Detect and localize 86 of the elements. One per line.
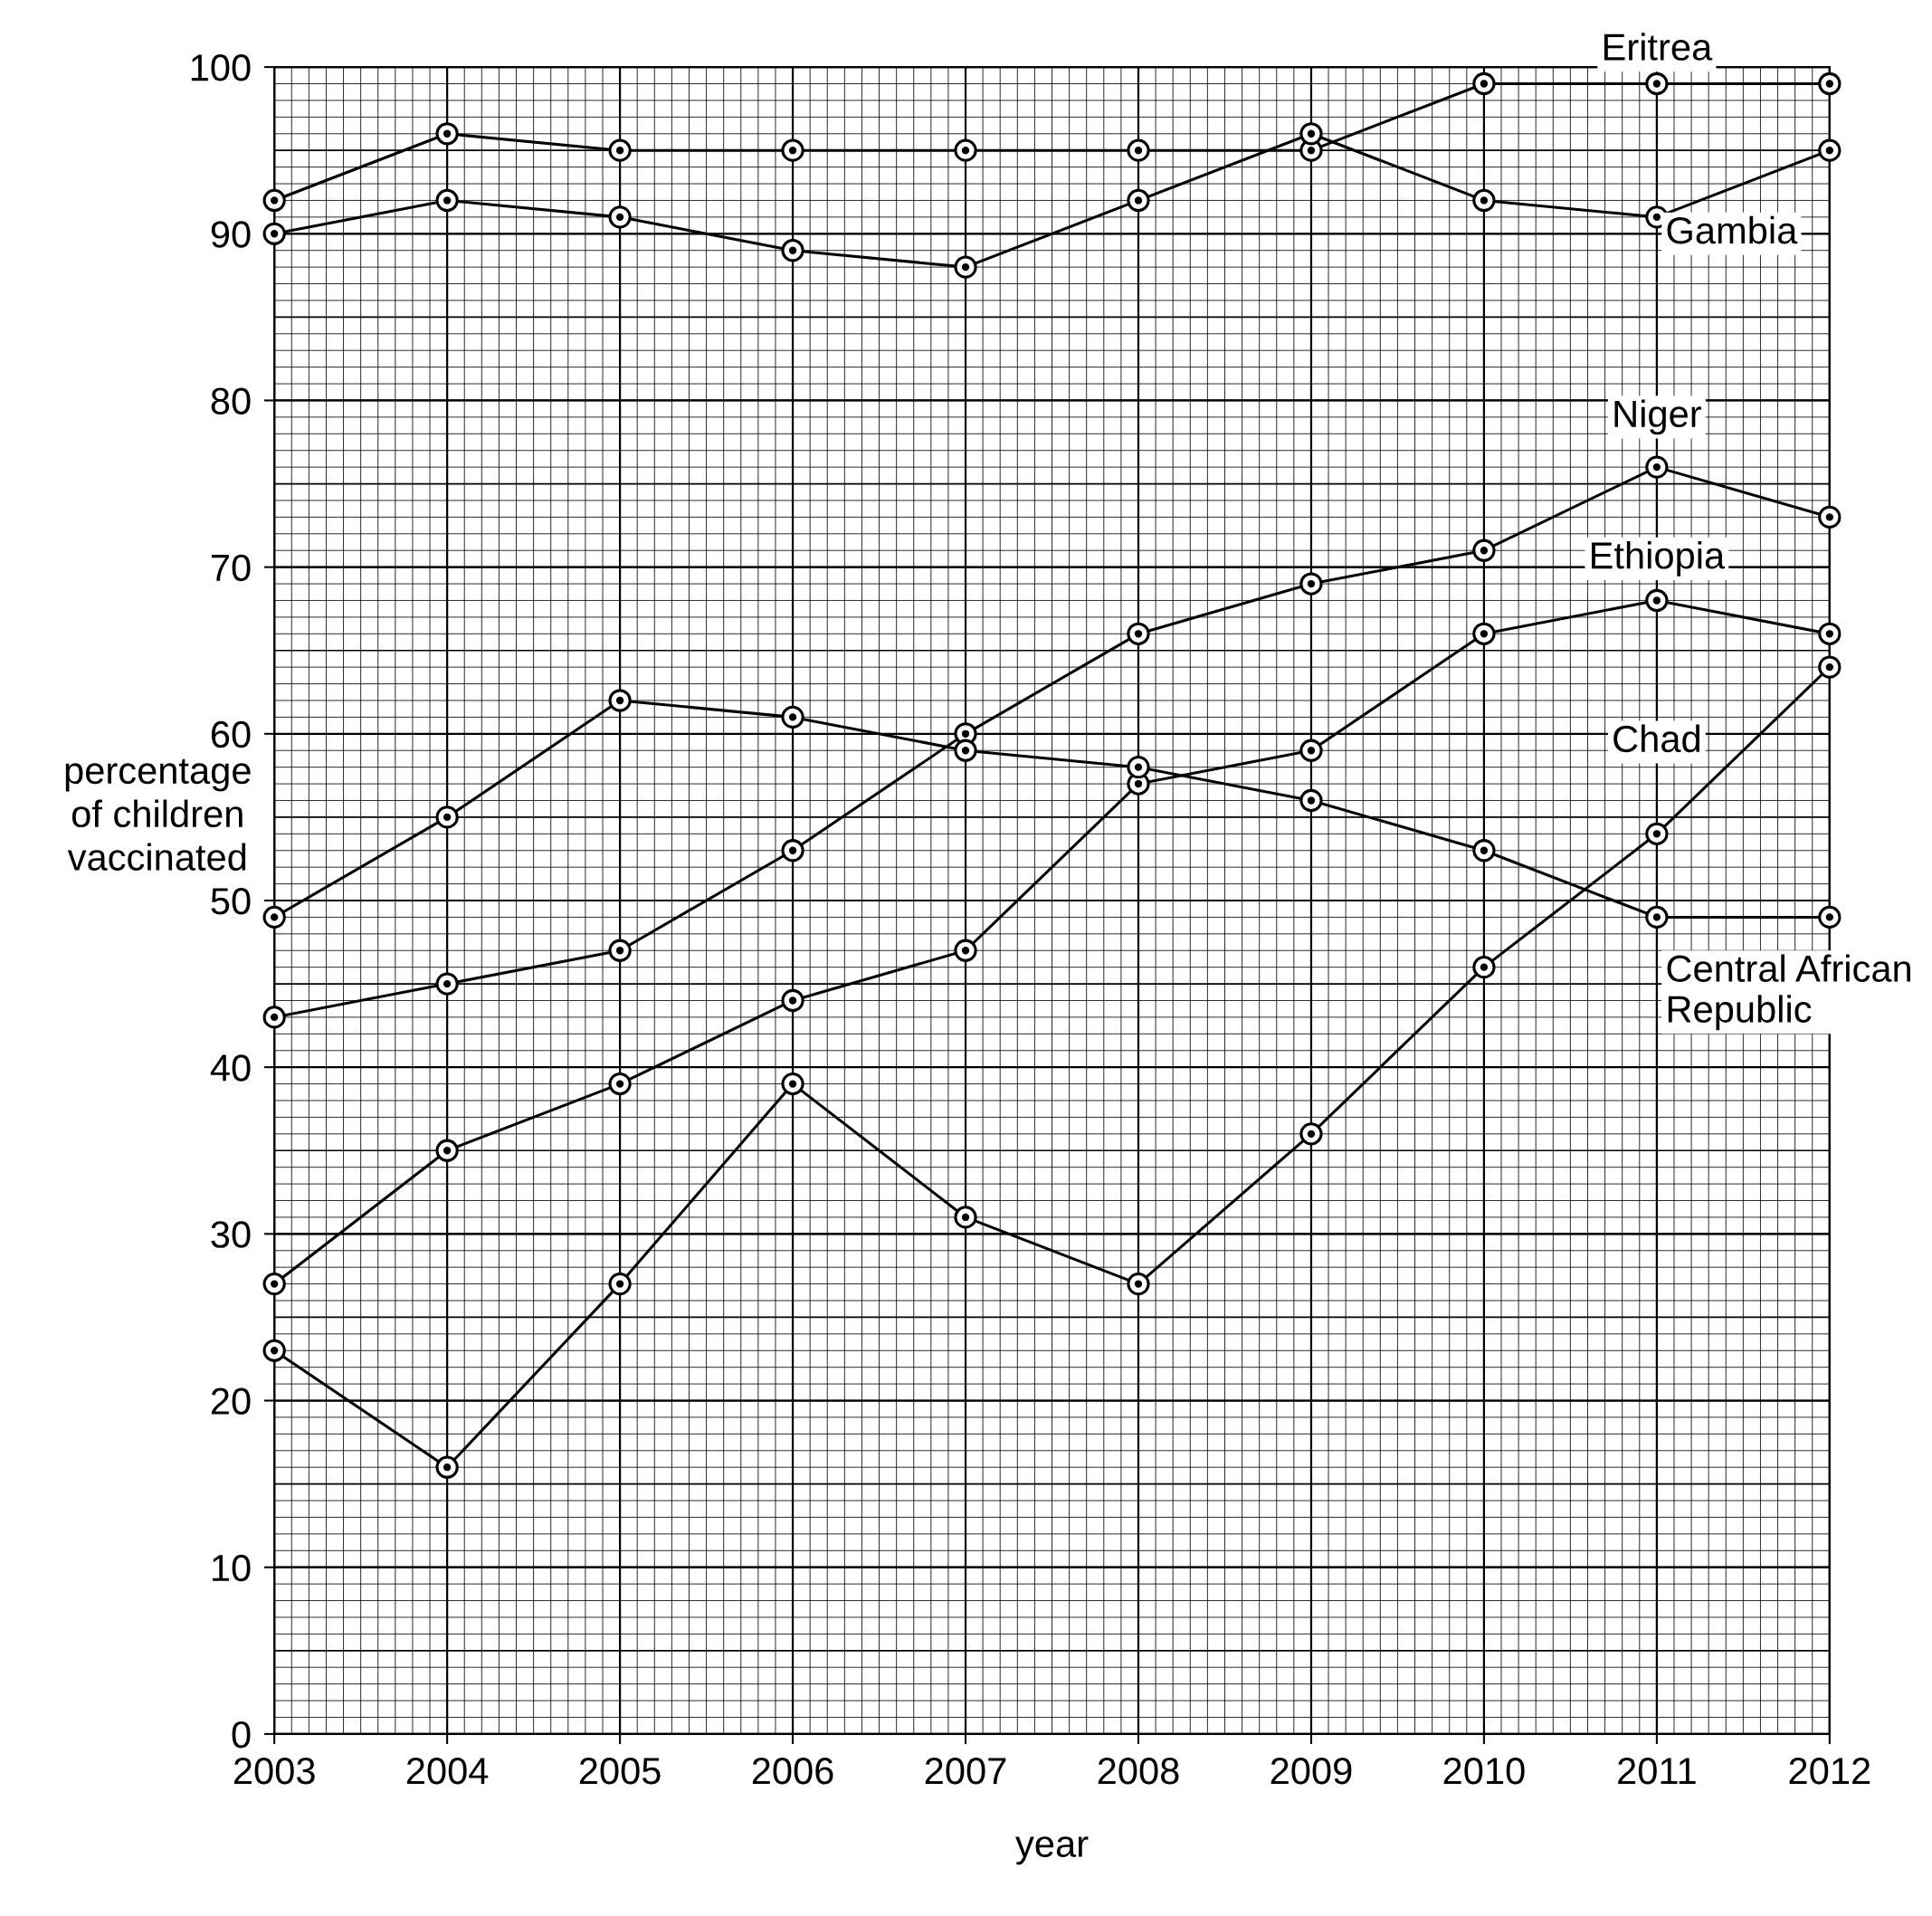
point [954, 1206, 977, 1229]
point [781, 988, 804, 1013]
point [435, 1455, 459, 1479]
point [435, 805, 459, 829]
y-tick-label: 40 [210, 1054, 251, 1082]
x-tick-label: 2009 [1271, 1757, 1352, 1785]
point [608, 939, 632, 962]
x-tick-label: 2012 [1789, 1757, 1870, 1785]
point [1818, 138, 1842, 162]
point [1472, 188, 1496, 213]
series-label: Central African Republic [1667, 954, 1911, 1031]
point [954, 138, 977, 162]
point [262, 905, 286, 929]
point [608, 138, 632, 162]
x-axis-title: year [1015, 1836, 1089, 1865]
point [608, 689, 632, 712]
point [1299, 788, 1323, 813]
point [1818, 505, 1842, 529]
x-tick-label: 2003 [233, 1757, 315, 1785]
point [781, 705, 804, 729]
y-tick-label: 70 [211, 554, 251, 582]
point [954, 739, 977, 762]
point [435, 1139, 459, 1162]
series-label: Niger [1614, 399, 1701, 435]
point [1299, 739, 1323, 762]
point [608, 205, 632, 229]
x-tick-label: 2010 [1443, 1757, 1525, 1785]
point [1645, 205, 1669, 229]
point [1472, 539, 1496, 562]
point [262, 1339, 286, 1362]
x-tick-label: 2006 [752, 1757, 833, 1785]
x-tick-label: 2008 [1098, 1757, 1179, 1785]
point [1127, 622, 1150, 645]
point [1127, 138, 1150, 162]
point [262, 188, 286, 213]
point [435, 188, 459, 213]
point [1818, 71, 1842, 96]
series-label: Chad [1613, 724, 1699, 753]
point [781, 138, 804, 162]
point [1818, 905, 1842, 929]
y-tick-label: 60 [211, 720, 251, 748]
x-tick-label: 2011 [1618, 1757, 1696, 1785]
point [1472, 71, 1496, 96]
point [781, 1072, 804, 1096]
y-tick-label: 80 [211, 387, 251, 415]
x-tick-label: 2004 [406, 1757, 489, 1785]
y-axis-title: percentage of children vaccinated [65, 758, 251, 871]
point [1645, 905, 1669, 929]
y-tick-label: 0 [232, 1721, 251, 1749]
point [1645, 822, 1669, 845]
point [608, 1072, 632, 1096]
point [262, 1006, 286, 1029]
point [435, 122, 459, 146]
x-tick-label: 2005 [579, 1757, 661, 1785]
point [1472, 956, 1496, 979]
point [1818, 622, 1842, 645]
series-label: Eritrea [1604, 33, 1713, 61]
point [954, 255, 977, 279]
point [1299, 1122, 1323, 1146]
point [1299, 122, 1323, 146]
point [262, 1272, 286, 1296]
point [781, 839, 804, 863]
point [1127, 756, 1150, 779]
series-label: Ethiopia [1592, 541, 1726, 577]
point [1127, 188, 1150, 213]
point [1472, 839, 1496, 863]
y-tick-label: 30 [211, 1221, 251, 1248]
y-tick-label: 10 [213, 1554, 251, 1582]
point [1818, 655, 1842, 679]
y-tick-label: 20 [211, 1387, 251, 1416]
point [608, 1272, 632, 1296]
x-tick-label: 2007 [925, 1757, 1006, 1785]
point [1645, 71, 1669, 96]
y-tick-label: 50 [211, 887, 251, 915]
y-tick-label: 90 [211, 221, 251, 248]
point [781, 239, 804, 262]
point [1472, 622, 1496, 645]
point [262, 222, 286, 245]
y-tick-label: 100 [191, 54, 251, 81]
point [435, 972, 459, 996]
series-label: Gambia [1667, 215, 1798, 244]
point [1645, 588, 1669, 613]
point [1645, 455, 1669, 479]
point [1299, 572, 1323, 596]
point [954, 939, 977, 962]
point [1127, 1272, 1150, 1296]
